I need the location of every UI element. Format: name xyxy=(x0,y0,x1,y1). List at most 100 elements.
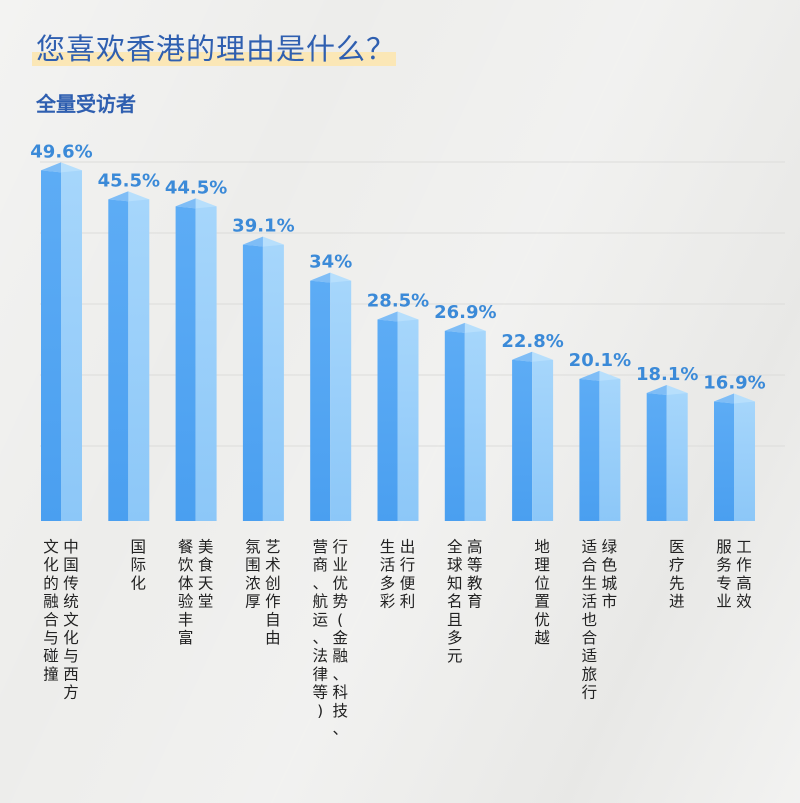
value-labels-group: 49.6% 45.5% 44.5%39.1% 34% 28.5%26.9%22.8% 20… xyxy=(30,141,765,393)
category-label-char: 合 xyxy=(582,556,598,574)
bar-side xyxy=(195,206,217,521)
bar-cap-shade xyxy=(377,311,398,322)
category-label-char: 地 xyxy=(534,538,550,556)
bar-cap-shade xyxy=(714,393,734,404)
category-label-char: 行 xyxy=(400,556,416,574)
value-label: 28.5% xyxy=(367,291,429,312)
category-label-char: 丰 xyxy=(178,611,194,629)
category-labels-group: 中国传统文化与西方文化的融合与碰撞国际化美食天堂餐饮体验丰富艺术创作自由氛围浓厚… xyxy=(43,538,752,738)
bar-cap-shade xyxy=(512,351,533,362)
category-label-char: 也 xyxy=(582,611,598,629)
category-label-char: 体 xyxy=(178,574,194,592)
category-label-char: 势 xyxy=(332,593,348,611)
category-label-char: 元 xyxy=(447,647,463,665)
category-label-char: 浓 xyxy=(245,574,261,592)
category-label-char: 且 xyxy=(447,611,463,629)
category-label-char: 运 xyxy=(312,611,328,629)
category-label-char: 饮 xyxy=(178,556,194,574)
category-label-char: 化 xyxy=(131,574,147,592)
category-label-char: 业 xyxy=(332,556,348,574)
value-label: 16.9% xyxy=(703,373,765,394)
category-label-char: 优 xyxy=(332,574,348,592)
bar-cap-shade xyxy=(242,236,263,247)
category-label-char: 西 xyxy=(63,665,79,683)
category-label-char: 教 xyxy=(467,574,483,592)
category-label-char: 适 xyxy=(582,647,598,665)
category-label-char: 文 xyxy=(63,611,79,629)
bar-8 xyxy=(512,351,554,521)
category-label-char: 彩 xyxy=(380,593,396,611)
category-label-char: 、 xyxy=(312,629,328,647)
category-label-char: 合 xyxy=(582,629,598,647)
category-label-char: 多 xyxy=(447,629,463,647)
category-label-char: 国 xyxy=(131,538,147,556)
category-label-char: 天 xyxy=(198,574,214,592)
category-label-char: 与 xyxy=(63,647,79,665)
category-label-char: 文 xyxy=(43,538,59,556)
category-label-char: 先 xyxy=(669,574,685,592)
bar-side xyxy=(61,170,82,521)
bar-front xyxy=(646,393,667,521)
category-label-char: 全 xyxy=(447,538,463,556)
bar-side xyxy=(262,244,284,522)
category-label-char: 利 xyxy=(400,593,416,611)
category-label-char: 的 xyxy=(43,574,59,592)
value-label: 18.1% xyxy=(636,364,698,385)
bar-front xyxy=(41,170,61,521)
category-label-char: 效 xyxy=(736,593,752,611)
category-label-char: 围 xyxy=(245,556,261,574)
bar-5 xyxy=(310,272,352,521)
category-label-char: 知 xyxy=(447,574,463,592)
category-label-char: 生 xyxy=(380,538,396,556)
bar-front xyxy=(512,359,533,521)
category-label-char: 化 xyxy=(43,556,59,574)
category-label-char: 美 xyxy=(198,538,214,556)
category-label-char: 等 xyxy=(312,684,328,702)
category-label-char: 活 xyxy=(582,593,598,611)
bar-side xyxy=(330,280,352,521)
category-label-char: 氛 xyxy=(245,538,261,556)
category-label-char: 方 xyxy=(63,684,79,702)
bar-side xyxy=(464,330,486,521)
bar-cap-shade xyxy=(646,385,667,396)
category-label-char: 合 xyxy=(43,611,59,629)
category-label-char: 适 xyxy=(582,538,598,556)
category-label-char: 理 xyxy=(534,556,550,574)
category-label-char: 化 xyxy=(63,629,79,647)
bar-cap-shade xyxy=(108,191,129,202)
category-label-char: 术 xyxy=(265,556,281,574)
category-label-char: 球 xyxy=(447,556,463,574)
bar-front xyxy=(714,401,734,521)
category-label-char: 厚 xyxy=(245,593,261,611)
category-label-char: 法 xyxy=(312,647,328,665)
category-label-char: 色 xyxy=(602,556,618,574)
category-label-char: 由 xyxy=(265,629,281,647)
category-label-char: 艺 xyxy=(265,538,281,556)
category-label-char: 育 xyxy=(467,593,483,611)
bar-side xyxy=(532,359,554,521)
category-label-char: 商 xyxy=(312,556,328,574)
bar-6 xyxy=(377,311,419,521)
category-label-char: 疗 xyxy=(669,556,685,574)
category-label-char: 律 xyxy=(312,665,328,683)
bar-1 xyxy=(41,162,82,521)
category-label-char: 、 xyxy=(312,574,328,592)
category-label-char: 进 xyxy=(669,593,685,611)
category-label-char: 位 xyxy=(534,574,550,592)
bar-side xyxy=(666,393,688,521)
category-label-char: 优 xyxy=(534,611,550,629)
value-label: 45.5% xyxy=(98,170,160,191)
value-label: 44.5% xyxy=(165,177,227,198)
title-highlight xyxy=(32,52,396,66)
value-label: 49.6% xyxy=(30,141,92,162)
category-label-char: 自 xyxy=(265,611,281,629)
category-label-char: 专 xyxy=(716,574,732,592)
bar-3 xyxy=(175,198,217,521)
value-label: 22.8% xyxy=(501,331,563,352)
category-label-char: 航 xyxy=(312,593,328,611)
bar-front xyxy=(175,206,196,521)
bar-front xyxy=(108,199,129,521)
category-label-char: 验 xyxy=(178,593,194,611)
category-label-char: 中 xyxy=(63,538,79,556)
bar-front xyxy=(579,378,600,521)
